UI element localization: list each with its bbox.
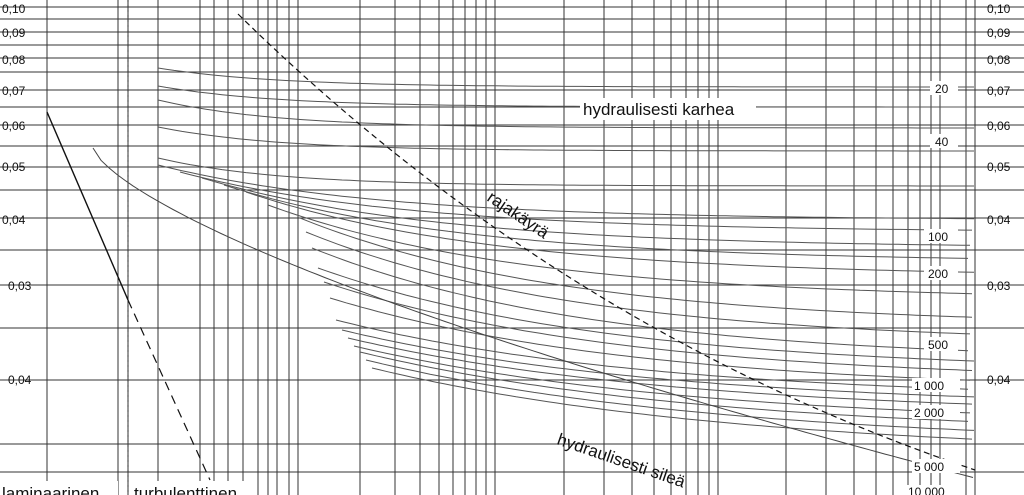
roughness-curve <box>353 345 971 414</box>
rough-region-label: hydraulisesti karhea <box>583 100 735 119</box>
roughness-curve <box>335 319 969 390</box>
roughness-curve <box>359 351 969 422</box>
roughness-curve <box>245 191 975 273</box>
roughness-curve <box>323 281 973 371</box>
curve-label: 200 <box>928 267 948 281</box>
roughness-curve <box>157 126 974 152</box>
smooth-region-label: hydraulisesti sileä <box>555 430 689 492</box>
roughness-curve <box>267 204 973 295</box>
curve-label: 10 000 <box>908 485 945 495</box>
y-tick-right: 0,04 <box>987 373 1011 387</box>
curve-labels: 20 40 100 200 500 1 000 2 000 5 000 10 0… <box>906 81 960 495</box>
smooth-pipe-curve <box>92 147 974 478</box>
roughness-curve <box>299 217 973 318</box>
roughness-curve <box>305 231 971 335</box>
y-tick-left: 0,03 <box>8 279 32 293</box>
curve-label: 5 000 <box>914 460 944 474</box>
curve-label: 100 <box>928 230 948 244</box>
curve-label: 20 <box>935 82 949 96</box>
roughness-curve <box>201 177 971 246</box>
roughness-curve <box>157 85 974 108</box>
laminar-region-label: laminaarinen <box>2 484 99 495</box>
roughness-curve <box>179 171 972 231</box>
y-tick-left: 0,08 <box>2 53 26 67</box>
roughness-curve <box>223 184 969 259</box>
roughness-curve <box>157 99 974 129</box>
y-tick-right: 0,07 <box>987 84 1011 98</box>
laminar-line <box>46 111 129 301</box>
turbulent-region-label: turbulenttinen <box>134 484 237 495</box>
roughness-curve <box>341 329 975 398</box>
roughness-curve <box>371 367 973 440</box>
y-tick-right: 0,03 <box>987 279 1011 293</box>
y-tick-right: 0,05 <box>987 160 1011 174</box>
curve-label: 40 <box>935 135 949 149</box>
y-tick-left: 0,05 <box>2 160 26 174</box>
roughness-curves <box>92 67 975 478</box>
curve-label: 1 000 <box>914 379 944 393</box>
roughness-curve <box>317 267 975 362</box>
boundary-curve <box>237 13 976 471</box>
y-tick-left: 0,09 <box>2 26 26 40</box>
roughness-curve <box>365 359 975 431</box>
roughness-curve <box>311 247 969 352</box>
roughness-curve <box>329 297 971 381</box>
y-tick-right: 0,04 <box>987 213 1011 227</box>
y-tick-left: 0,06 <box>2 119 26 133</box>
y-tick-right: 0,06 <box>987 119 1011 133</box>
roughness-curve <box>157 67 974 88</box>
y-tick-right: 0,10 <box>987 2 1011 16</box>
right-y-ticks: 0,10 0,09 0,08 0,07 0,06 0,05 0,04 0,03 … <box>987 2 1011 387</box>
horizontal-grid <box>0 6 1024 473</box>
laminar-extension-line <box>127 299 211 481</box>
y-tick-left: 0,10 <box>2 2 26 16</box>
roughness-curve <box>347 337 973 405</box>
roughness-curve <box>157 157 974 187</box>
roughness-curve <box>157 164 975 220</box>
curve-label: 500 <box>928 338 948 352</box>
y-tick-left: 0,07 <box>2 84 26 98</box>
y-tick-left: 0,04 <box>8 373 32 387</box>
boundary-curve-label: rajakäyrä <box>484 188 553 243</box>
y-tick-right: 0,09 <box>987 26 1011 40</box>
curve-label: 2 000 <box>914 406 944 420</box>
left-y-ticks: 0,10 0,09 0,08 0,07 0,06 0,05 0,04 0,03 … <box>2 2 32 387</box>
boundary-lines <box>46 13 976 481</box>
y-tick-left: 0,04 <box>2 213 26 227</box>
y-tick-right: 0,08 <box>987 53 1011 67</box>
